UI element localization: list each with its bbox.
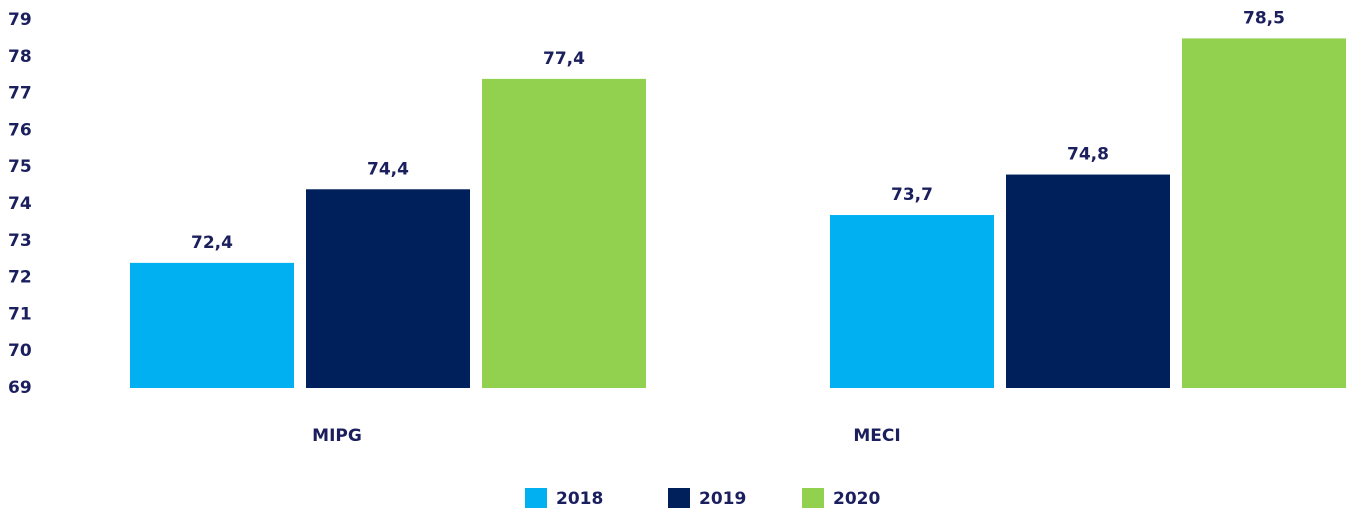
x-tick-label: MIPG	[312, 426, 362, 446]
legend-swatch	[802, 488, 824, 508]
bar	[1006, 174, 1170, 388]
legend-label: 2018	[556, 489, 603, 509]
y-tick-label: 72	[8, 268, 32, 288]
value-label: 77,4	[543, 49, 585, 69]
value-label: 74,4	[367, 159, 409, 179]
y-tick-label: 77	[8, 84, 32, 104]
value-label: 73,7	[891, 185, 933, 205]
bar	[306, 189, 470, 388]
y-tick-label: 79	[8, 10, 32, 30]
y-tick-label: 73	[8, 231, 32, 251]
y-tick-label: 74	[8, 194, 32, 214]
y-tick-label: 76	[8, 120, 32, 140]
value-label: 74,8	[1067, 145, 1109, 165]
legend-swatch	[668, 488, 690, 508]
bar	[130, 262, 294, 388]
bar	[830, 215, 994, 388]
y-tick-label: 69	[8, 378, 32, 398]
value-label: 78,5	[1243, 8, 1285, 28]
legend-label: 2019	[699, 489, 746, 509]
y-tick-label: 71	[8, 304, 32, 324]
y-tick-label: 78	[8, 47, 32, 67]
bar	[1182, 38, 1346, 389]
value-label: 72,4	[191, 233, 233, 253]
legend-label: 2020	[833, 489, 880, 509]
legend-swatch	[525, 488, 547, 508]
y-tick-label: 70	[8, 341, 32, 361]
bar	[482, 78, 646, 388]
y-tick-label: 75	[8, 157, 32, 177]
x-tick-label: MECI	[853, 426, 900, 446]
